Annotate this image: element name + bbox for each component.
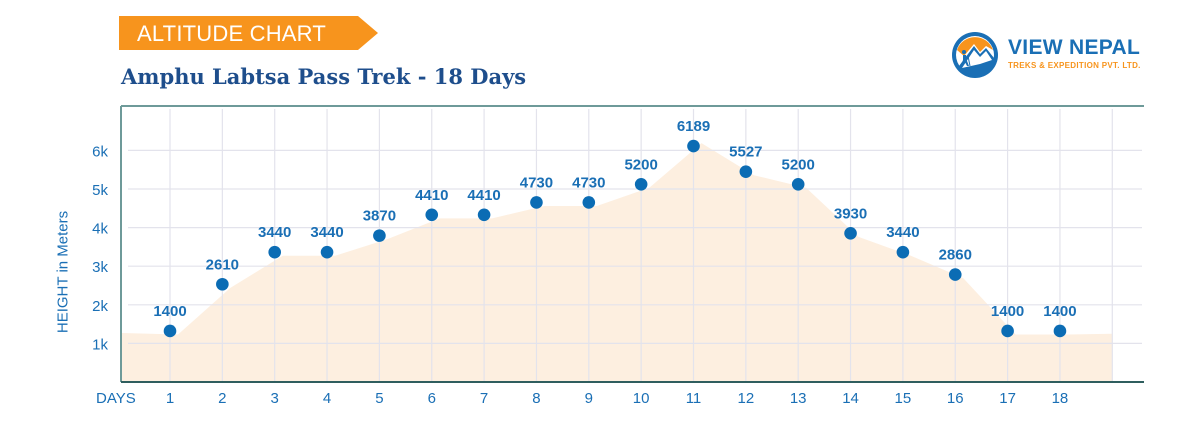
data-point-label: 3440 bbox=[886, 224, 919, 241]
mountain-hiker-icon bbox=[952, 32, 998, 78]
data-point-label: 5527 bbox=[729, 144, 762, 161]
data-point-marker bbox=[320, 245, 334, 259]
data-point-marker bbox=[1001, 324, 1014, 338]
logo-tagline: TREKS & EXPEDITION PVT. LTD. bbox=[1008, 61, 1141, 70]
logo-name: VIEW NEPAL bbox=[1008, 36, 1141, 59]
data-point-label: 3440 bbox=[258, 224, 291, 241]
x-tick-label: 12 bbox=[738, 390, 755, 407]
data-point-label: 1400 bbox=[1043, 303, 1076, 320]
data-point-marker bbox=[477, 208, 491, 222]
data-point-label: 4410 bbox=[467, 187, 500, 204]
data-point: 5527 bbox=[729, 144, 763, 178]
section-banner: ALTITUDE CHART bbox=[119, 16, 378, 50]
x-tick-label: 13 bbox=[790, 390, 807, 407]
data-point-marker bbox=[268, 245, 282, 259]
data-point-label: 5200 bbox=[782, 156, 815, 173]
terrain-area bbox=[121, 143, 1113, 382]
data-point-label: 1400 bbox=[153, 303, 186, 320]
data-point-label: 4730 bbox=[572, 174, 605, 191]
data-point-marker bbox=[844, 227, 857, 240]
data-point: 3440 bbox=[258, 224, 291, 259]
x-tick-label: 10 bbox=[633, 390, 650, 407]
data-point: 4410 bbox=[415, 187, 448, 222]
data-point: 3440 bbox=[886, 224, 920, 259]
data-point-label: 3930 bbox=[834, 205, 867, 222]
y-tick-label: 6k bbox=[92, 143, 108, 160]
terrain-area-fill bbox=[121, 143, 1113, 382]
banner-arrow-shape bbox=[119, 16, 378, 50]
x-tick-label: 14 bbox=[842, 390, 859, 407]
data-point: 5200 bbox=[624, 156, 658, 191]
data-point-label: 3440 bbox=[310, 224, 343, 241]
banner-label: ALTITUDE CHART bbox=[137, 21, 327, 46]
data-point-marker bbox=[530, 196, 543, 209]
data-point: 4730 bbox=[520, 174, 553, 209]
data-point-label: 3870 bbox=[363, 208, 396, 225]
x-tick-label: 11 bbox=[686, 390, 702, 407]
data-point-marker bbox=[687, 139, 700, 153]
data-point: 3930 bbox=[834, 205, 867, 240]
data-points: 1400 2610 3440 3440 3870 4410 4410 4730 4730 5200… bbox=[153, 118, 1077, 338]
data-point-marker bbox=[791, 177, 805, 191]
data-point-label: 5200 bbox=[624, 156, 657, 173]
x-tick-label: 2 bbox=[218, 390, 226, 407]
page-title: Amphu Labtsa Pass Trek - 18 Days bbox=[121, 64, 527, 89]
y-tick-label: 3k bbox=[92, 259, 108, 276]
chart-grid bbox=[128, 109, 1142, 382]
data-point: 1400 bbox=[1043, 303, 1077, 338]
data-point-marker bbox=[373, 229, 386, 242]
x-tick-label: 18 bbox=[1052, 390, 1069, 407]
x-tick-label: 6 bbox=[428, 390, 436, 407]
x-tick-label: 1 bbox=[166, 390, 174, 407]
x-tick-label: 3 bbox=[271, 390, 279, 407]
data-point: 5200 bbox=[782, 156, 815, 191]
data-point-marker bbox=[425, 208, 439, 222]
y-tick-label: 1k bbox=[92, 336, 108, 353]
x-tick-label: 5 bbox=[375, 390, 383, 407]
y-tick-label: 2k bbox=[92, 298, 108, 315]
data-point: 3440 bbox=[310, 224, 344, 259]
data-point: 1400 bbox=[153, 303, 187, 338]
company-logo: VIEW NEPAL TREKS & EXPEDITION PVT. LTD. bbox=[950, 30, 1160, 80]
data-point: 6189 bbox=[677, 118, 710, 153]
data-point-marker bbox=[582, 196, 596, 209]
data-point-label: 2610 bbox=[206, 256, 239, 273]
data-point-marker bbox=[948, 268, 962, 281]
x-axis-title: DAYS bbox=[96, 390, 136, 407]
x-tick-label: 7 bbox=[480, 390, 488, 407]
y-tick-label: 4k bbox=[92, 221, 108, 238]
data-point: 4730 bbox=[572, 174, 605, 209]
data-point-marker bbox=[634, 177, 648, 191]
y-tick-label: 5k bbox=[92, 182, 108, 199]
data-point: 3870 bbox=[363, 208, 396, 242]
chart-frame bbox=[120, 105, 1144, 383]
data-point-label: 1400 bbox=[991, 303, 1024, 320]
data-point-marker bbox=[1053, 324, 1067, 338]
data-point-marker bbox=[163, 324, 177, 338]
x-tick-label: 17 bbox=[999, 390, 1016, 407]
data-point-marker bbox=[216, 277, 229, 291]
data-point: 1400 bbox=[991, 303, 1024, 338]
data-point: 2610 bbox=[206, 256, 239, 291]
data-point: 2860 bbox=[939, 247, 972, 281]
data-point-label: 6189 bbox=[677, 118, 710, 135]
x-tick-label: 9 bbox=[585, 390, 593, 407]
data-point-marker bbox=[896, 245, 910, 259]
x-tick-label: 4 bbox=[323, 390, 331, 407]
data-point-marker bbox=[739, 165, 753, 178]
data-point: 4410 bbox=[467, 187, 501, 222]
x-tick-label: 15 bbox=[895, 390, 912, 407]
x-axis-ticks: DAYS 1 2 3 4 5 6 7 8 9 10 11 12 13 14 15 16 17 18 bbox=[96, 390, 1068, 407]
x-tick-label: 8 bbox=[532, 390, 540, 407]
data-point-label: 4730 bbox=[520, 174, 553, 191]
y-axis-ticks: 1k 2k 3k 4k 5k 6k bbox=[92, 143, 108, 353]
x-tick-label: 16 bbox=[947, 390, 964, 407]
data-point-label: 2860 bbox=[939, 247, 972, 264]
data-point-label: 4410 bbox=[415, 187, 448, 204]
